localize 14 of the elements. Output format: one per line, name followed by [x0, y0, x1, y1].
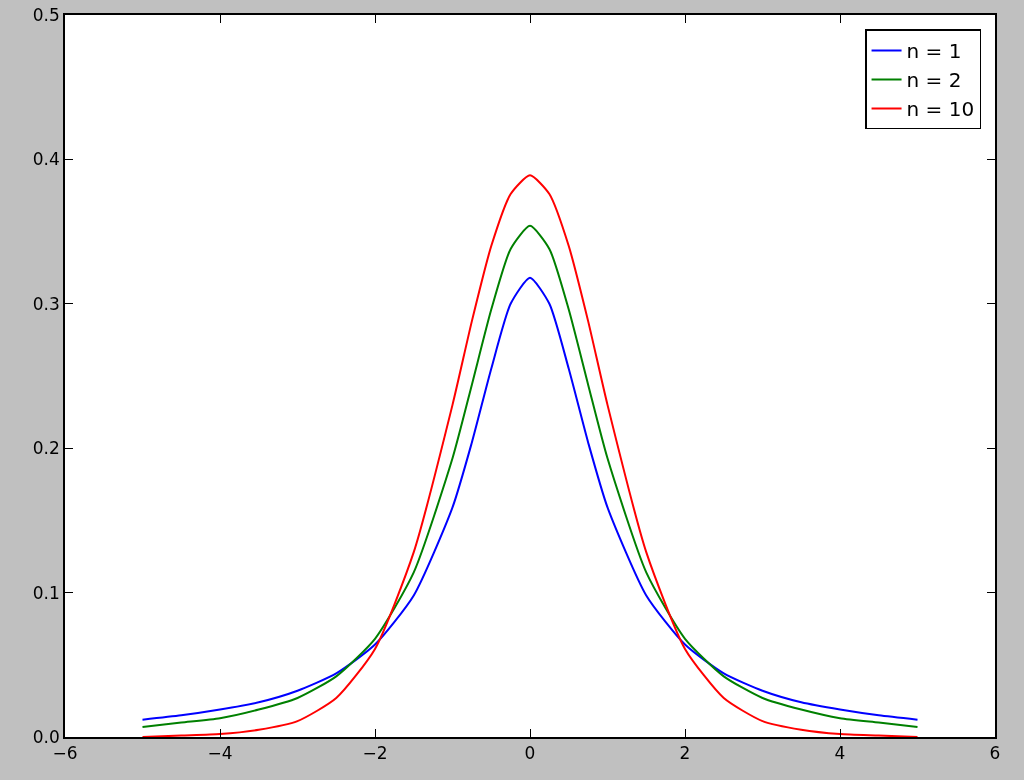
y-tick-label: 0.4: [32, 149, 60, 170]
y-tick-label: 0.5: [32, 4, 60, 25]
x-tick-label: 2: [679, 743, 691, 764]
x-tick-label: 4: [834, 743, 846, 764]
x-tick-label: −4: [207, 743, 233, 764]
y-tick-label: 0.2: [32, 438, 60, 459]
x-tick-label: −2: [362, 743, 388, 764]
y-tick-label: 0.3: [32, 293, 60, 314]
x-tick-label: 0: [524, 743, 536, 764]
legend-label: n = 1: [906, 39, 962, 64]
legend-label: n = 2: [906, 68, 962, 93]
legend-label: n = 10: [906, 97, 975, 122]
x-tick-label: 6: [989, 743, 1001, 764]
y-tick-label: 0.1: [32, 582, 60, 603]
